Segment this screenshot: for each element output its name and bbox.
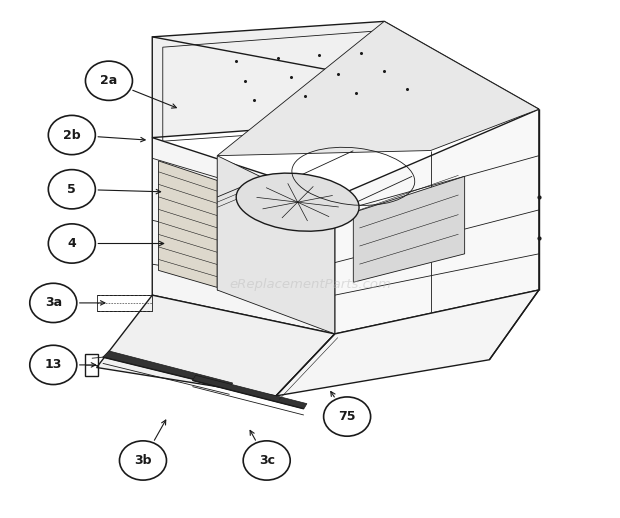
Polygon shape (276, 290, 539, 396)
Circle shape (48, 224, 95, 263)
Polygon shape (153, 138, 335, 334)
Polygon shape (153, 21, 539, 138)
Text: 3a: 3a (45, 296, 62, 309)
Circle shape (30, 283, 77, 323)
Text: 3c: 3c (259, 454, 275, 467)
Polygon shape (159, 161, 217, 287)
Circle shape (30, 346, 77, 384)
Text: 4: 4 (68, 237, 76, 250)
Text: 2a: 2a (100, 74, 118, 87)
Polygon shape (217, 156, 335, 334)
Text: 75: 75 (339, 410, 356, 423)
Polygon shape (217, 21, 539, 156)
Circle shape (86, 61, 133, 100)
Polygon shape (192, 375, 307, 409)
Polygon shape (103, 351, 232, 388)
Polygon shape (335, 109, 539, 334)
Circle shape (324, 397, 371, 436)
Circle shape (243, 441, 290, 480)
Text: eReplacementParts.com: eReplacementParts.com (229, 278, 391, 291)
Circle shape (120, 441, 167, 480)
Circle shape (48, 116, 95, 155)
Text: 3b: 3b (134, 454, 152, 467)
Text: 5: 5 (68, 183, 76, 196)
Text: 2b: 2b (63, 128, 81, 141)
Ellipse shape (236, 173, 359, 231)
Polygon shape (97, 295, 335, 396)
Polygon shape (353, 176, 464, 282)
Text: 13: 13 (45, 358, 62, 371)
Circle shape (48, 169, 95, 209)
